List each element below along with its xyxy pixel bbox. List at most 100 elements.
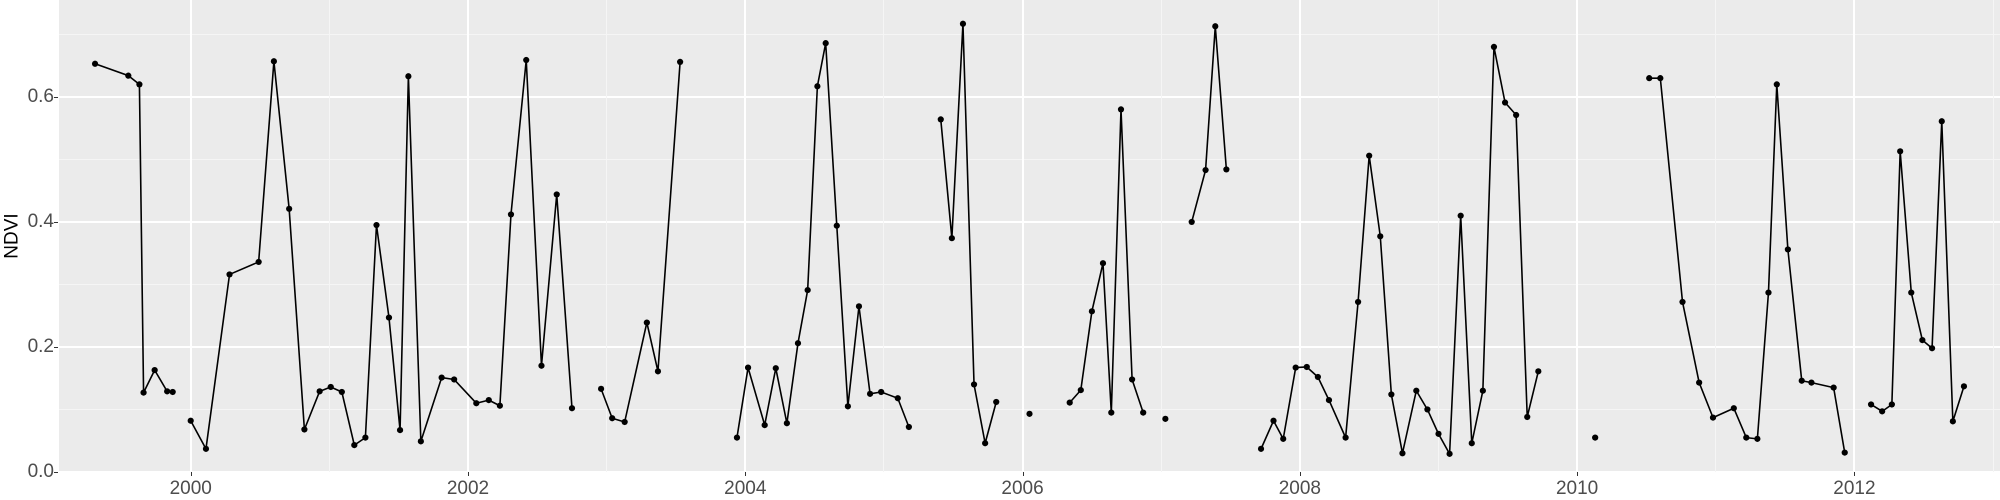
data-point (362, 434, 369, 441)
data-point (959, 20, 967, 27)
data-point (1490, 43, 1498, 50)
data-point (1424, 406, 1431, 413)
data-point (226, 271, 233, 278)
data-point (1938, 118, 1945, 125)
data-point (1303, 363, 1310, 371)
data-line-segment (1648, 77, 1846, 454)
data-point (937, 116, 944, 123)
x-tick-label: 2006 (1001, 478, 1044, 499)
x-tick-mark (1022, 472, 1024, 476)
data-point (783, 420, 790, 427)
data-point (1743, 434, 1750, 441)
data-point (1188, 218, 1195, 226)
data-point (733, 434, 741, 441)
data-point (1388, 391, 1395, 398)
data-point (1730, 405, 1737, 412)
data-point (1949, 418, 1956, 425)
data-line-segment (736, 42, 910, 439)
data-point (970, 381, 978, 388)
data-point (1897, 148, 1904, 155)
gridline-major-vertical (1576, 0, 1579, 472)
data-point (125, 72, 132, 79)
data-point (804, 286, 811, 294)
data-point (538, 362, 545, 369)
data-line-segment (1068, 108, 1144, 414)
data-point (1646, 75, 1653, 82)
data-point (1140, 409, 1147, 416)
data-point (373, 221, 380, 229)
gridline-major-vertical (1853, 0, 1856, 472)
data-point (1223, 166, 1230, 173)
data-point (1773, 81, 1780, 88)
data-point (568, 405, 576, 412)
data-point (597, 385, 605, 392)
y-tick-mark (54, 221, 58, 223)
data-point (761, 422, 768, 429)
data-point (982, 440, 989, 447)
data-point (1592, 434, 1599, 441)
data-point (1765, 289, 1772, 296)
y-axis-title-label: NDVI (2, 213, 23, 259)
data-point (485, 397, 492, 404)
y-tick-label: 0.6 (27, 85, 54, 107)
data-point (1088, 308, 1095, 315)
data-point (1879, 408, 1886, 415)
data-point (948, 235, 955, 242)
data-line-segment (1260, 46, 1540, 455)
data-point (1099, 260, 1107, 267)
data-point (451, 376, 458, 383)
data-point (327, 383, 334, 391)
data-point (814, 83, 821, 90)
gridline-major-vertical (744, 0, 747, 472)
x-tick-label: 2002 (446, 478, 490, 499)
gridline-minor-vertical (1160, 0, 1162, 472)
plot-panel (59, 0, 2000, 472)
x-tick-label: 2012 (1833, 478, 1876, 499)
data-point (385, 314, 393, 321)
data-point (1841, 449, 1848, 456)
y-tick-label: 0.0 (27, 461, 54, 482)
data-point (438, 374, 445, 381)
data-point (1960, 383, 1968, 390)
data-point (677, 58, 684, 65)
gridline-minor-vertical (1992, 0, 1994, 472)
data-point (351, 442, 358, 449)
data-point (473, 400, 480, 407)
data-point (1129, 376, 1136, 383)
data-point (794, 340, 802, 347)
data-point (417, 438, 424, 445)
x-axis-tick-labels: 2000 2002 2004 2006 2008 2010 2012 (0, 472, 2000, 500)
data-point (1162, 415, 1169, 422)
data-point (140, 389, 147, 396)
gridline-major-horizontal (59, 471, 2000, 472)
data-point (1280, 435, 1287, 442)
data-point (643, 319, 650, 326)
data-point (1696, 379, 1703, 386)
data-point (1399, 450, 1406, 457)
data-line-segment (600, 61, 681, 423)
y-tick-label: 0.2 (27, 335, 54, 357)
data-point (270, 58, 277, 65)
data-point (496, 402, 503, 409)
x-tick-mark (1577, 472, 1579, 476)
data-point (621, 418, 628, 426)
data-point (396, 427, 404, 434)
y-tick-mark (54, 472, 58, 473)
gridline-minor-horizontal (59, 158, 2000, 160)
data-point (822, 40, 829, 47)
data-point (866, 390, 874, 397)
data-point (1446, 450, 1453, 457)
data-point (1342, 434, 1349, 441)
data-point (1468, 440, 1475, 447)
data-line-segment (94, 62, 174, 394)
data-line-segment (189, 59, 573, 450)
x-tick-mark (1299, 472, 1301, 476)
data-point (136, 81, 143, 88)
data-point (855, 303, 863, 310)
data-point (202, 445, 210, 452)
y-tick-mark (54, 96, 58, 98)
gridline-major-horizontal (59, 95, 2000, 98)
x-tick-mark (190, 472, 192, 476)
data-point (1077, 387, 1084, 394)
data-point (993, 398, 1000, 406)
